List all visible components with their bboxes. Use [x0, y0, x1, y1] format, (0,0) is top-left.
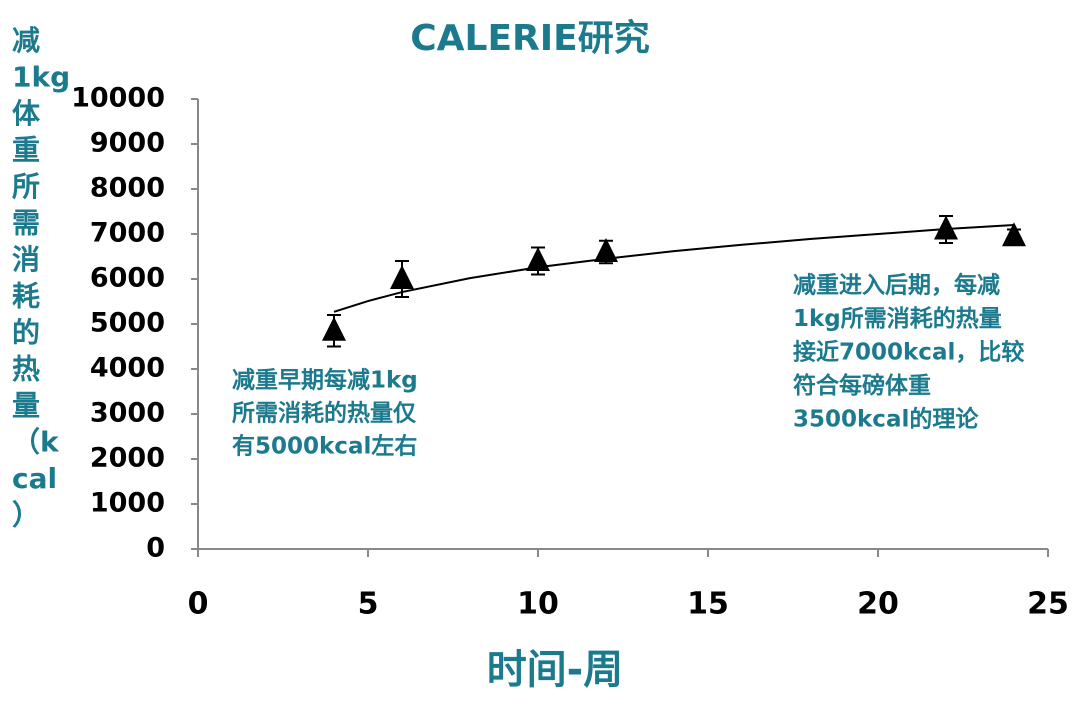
y-axis-label: 需 [12, 207, 40, 240]
y-axis-label: cal [12, 462, 57, 495]
y-tick-label: 4000 [90, 353, 165, 384]
x-tick-label: 15 [687, 587, 729, 622]
data-point [934, 215, 958, 240]
x-tick-label: 5 [358, 587, 379, 622]
x-tick-label: 0 [188, 587, 209, 622]
data-point [526, 247, 550, 271]
annotation: 减重进入后期，每减 [793, 272, 1000, 299]
y-tick-label: 8000 [90, 173, 165, 204]
y-tick-label: 2000 [90, 443, 165, 474]
annotation: 所需消耗的热量仅 [232, 400, 417, 427]
data-point [594, 238, 618, 262]
y-axis-label: 体 [12, 97, 41, 130]
y-axis-label: 减 [12, 24, 40, 57]
y-axis-label: 耗 [12, 280, 40, 313]
y-tick-label: 3000 [90, 398, 165, 429]
y-axis-label: 量 [12, 389, 40, 422]
x-tick-label: 10 [517, 587, 559, 622]
annotation: 减重早期每减1kg [232, 367, 418, 394]
data-point [390, 265, 414, 289]
annotation: 3500kcal的理论 [793, 406, 979, 433]
data-point [322, 316, 346, 341]
x-tick-label: 20 [857, 587, 899, 622]
y-tick-label: 9000 [90, 128, 165, 159]
y-tick-label: 10000 [71, 83, 165, 114]
y-tick-label: 5000 [90, 308, 165, 339]
y-tick-label: 1000 [90, 488, 165, 519]
y-tick-label: 7000 [90, 218, 165, 249]
annotation: 符合每磅体重 [793, 372, 931, 399]
y-axis-label: （k [12, 426, 60, 459]
annotation: 接近7000kcal，比较 [793, 339, 1024, 366]
y-axis-label: 消 [12, 243, 40, 276]
y-axis-label: ） [12, 499, 40, 532]
y-tick-label: 6000 [90, 263, 165, 294]
data-point [1002, 222, 1026, 247]
y-axis-label: 的 [12, 316, 40, 349]
y-axis-label: 所 [12, 170, 40, 203]
annotation: 1kg所需消耗的热量 [793, 305, 1002, 332]
y-axis-label: 1kg [12, 61, 70, 94]
y-axis-label: 热 [12, 353, 40, 386]
trendline [333, 224, 1015, 313]
x-axis-label: 时间-周 [487, 647, 624, 693]
chart-title: CALERIE研究 [410, 18, 650, 59]
annotation: 有5000kcal左右 [232, 433, 417, 460]
x-tick-label: 25 [1027, 587, 1069, 622]
y-axis-label: 重 [12, 134, 40, 167]
y-tick-label: 0 [146, 533, 165, 564]
